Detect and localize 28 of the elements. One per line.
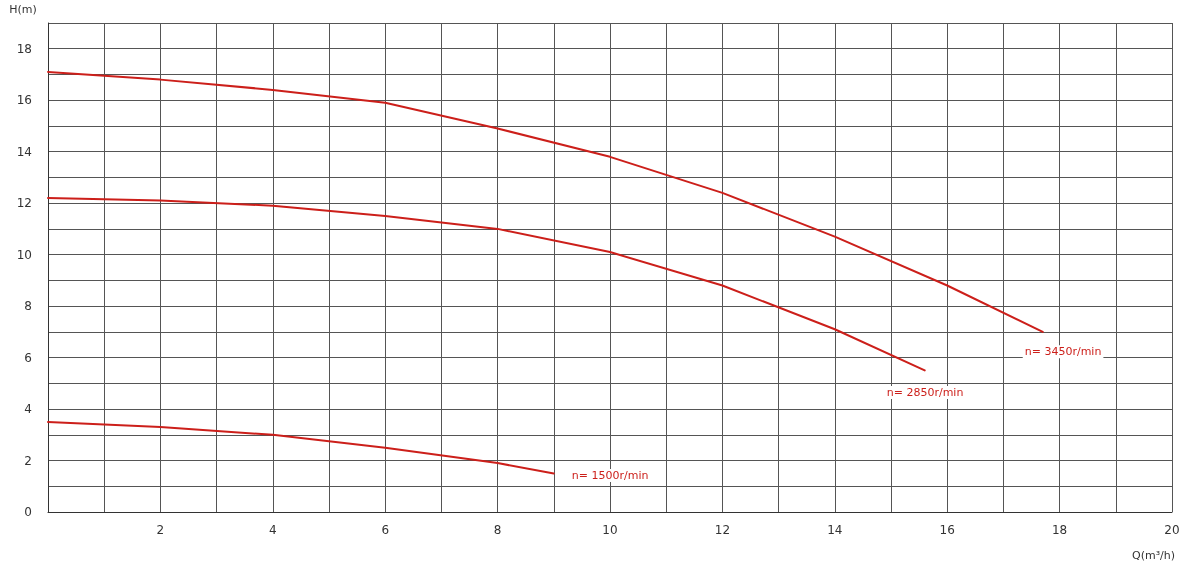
x-axis-title: Q(m³/h)	[1132, 549, 1176, 561]
y-axis-title: H(m)	[9, 3, 37, 16]
x-tick-label: 10	[602, 523, 618, 537]
x-tick-label: 4	[268, 523, 277, 537]
text: n= 2850r/min	[886, 385, 964, 399]
x-tick-label: 6	[381, 523, 390, 537]
y-tick-label: 18	[16, 41, 32, 56]
line-series	[47, 420, 555, 475]
y-tick-label: 14	[16, 144, 32, 159]
y-tick-label: 2	[24, 453, 32, 468]
y-tick-label: 6	[24, 350, 32, 365]
series-label: n= 1500r/min	[571, 468, 649, 482]
series-label: n= 3450r/min	[1024, 345, 1102, 359]
line-series	[47, 197, 926, 372]
y-tick-label: 16	[16, 93, 32, 108]
x-tick-label: 8	[493, 523, 502, 537]
x-tick-label: 2	[156, 523, 165, 537]
y-tick-label: 8	[24, 299, 32, 314]
line-series	[47, 70, 1044, 333]
y-tick-label: 4	[24, 402, 32, 417]
x-tick-label: 16	[939, 523, 955, 537]
x-tick-label: 20	[1164, 523, 1180, 537]
x-tick-label: 18	[1051, 523, 1068, 537]
x-tick-label: 12	[714, 523, 731, 537]
y-tick-label: 10	[16, 247, 32, 262]
y-tick-label: 12	[16, 196, 32, 211]
x-tick-label: 14	[827, 523, 843, 537]
y-tick-label: 0	[24, 505, 32, 519]
